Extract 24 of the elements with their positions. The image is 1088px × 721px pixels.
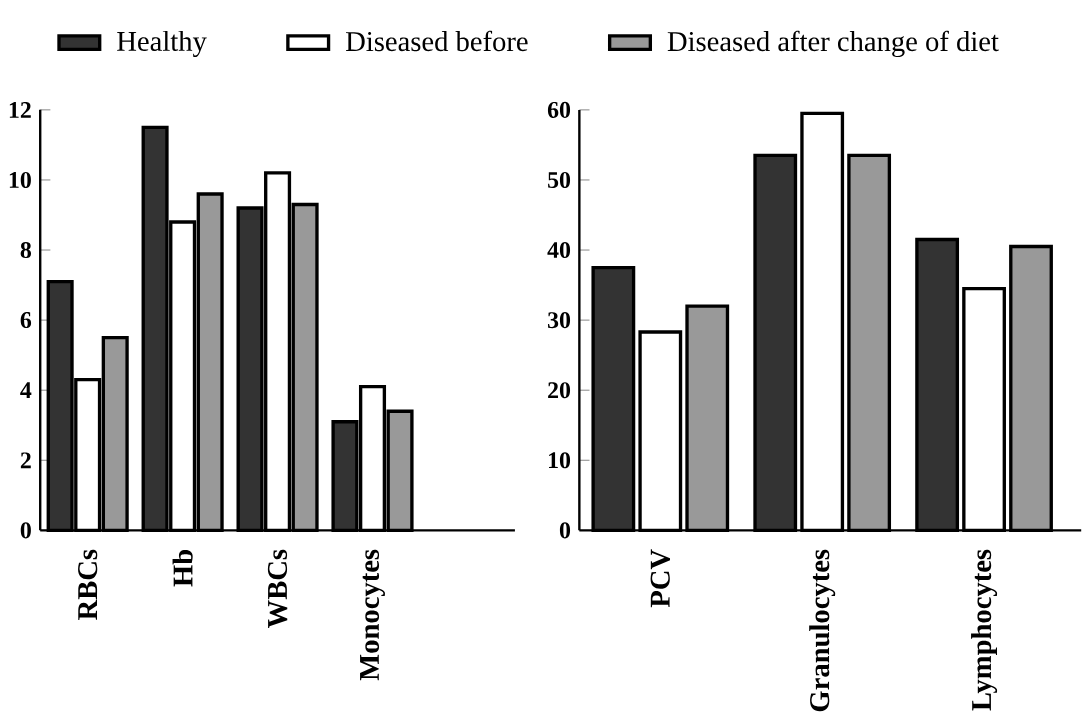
y-tick-label: 30 xyxy=(548,312,571,329)
x-tick-label: Lymphocytes xyxy=(971,549,998,711)
y-tick-label: 12 xyxy=(9,102,31,118)
x-tick-label: WBCs xyxy=(267,549,288,629)
x-tick-label: Monocytes xyxy=(360,549,385,681)
y-tick-label: 4 xyxy=(20,382,32,399)
x-tick-label: Hb xyxy=(172,550,193,587)
y-tick-label: 60 xyxy=(547,102,571,119)
x-tick-label: Granulocytes xyxy=(809,549,836,712)
y-tick-label: 2 xyxy=(20,452,31,469)
y-tick-label: 0 xyxy=(20,522,31,539)
x-tick-label: PCV xyxy=(650,549,671,608)
legend-label: Diseased after change of diet xyxy=(667,30,999,58)
legend-label: Diseased before xyxy=(345,30,528,52)
y-tick-label: 0 xyxy=(559,522,571,539)
y-tick-label: 50 xyxy=(548,172,571,189)
y-tick-label: 40 xyxy=(547,242,571,259)
y-tick-label: 10 xyxy=(549,452,571,469)
y-tick-label: 10 xyxy=(9,172,31,189)
legend-label: Healthy xyxy=(117,31,207,58)
y-tick-label: 6 xyxy=(20,312,32,329)
x-tick-label: RBCs xyxy=(78,549,98,621)
y-tick-label: 20 xyxy=(548,382,571,399)
y-tick-label: 8 xyxy=(20,242,32,259)
